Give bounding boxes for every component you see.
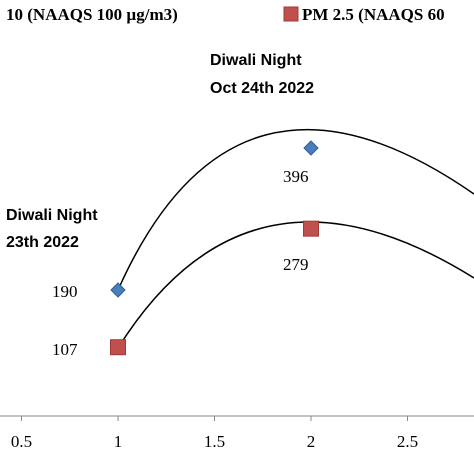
annotation-23th-line1: Diwali Night (6, 207, 98, 224)
legend-label-pm10: 10 (NAAQS 100 µg/m3) (6, 5, 178, 24)
legend: 10 (NAAQS 100 µg/m3) PM 2.5 (NAAQS 60 (6, 5, 445, 24)
x-tick-label: 0.5 (11, 432, 32, 451)
data-label-pm10-point2: 396 (283, 167, 309, 186)
data-label-pm25-point2: 279 (283, 255, 309, 274)
data-label-pm25-point1: 107 (52, 340, 78, 359)
x-tick-label: 1.5 (204, 432, 225, 451)
x-axis-ticks: 0.5 1 1.5 2 2.5 (11, 416, 418, 451)
annotation-oct24-line1: Diwali Night (210, 52, 302, 69)
legend-marker-pm25 (283, 6, 299, 22)
data-labels: 190 396 107 279 (52, 167, 309, 359)
annotation-23th: Diwali Night 23th 2022 (6, 207, 98, 251)
annotation-oct24: Diwali Night Oct 24th 2022 (210, 52, 314, 97)
data-markers (110, 140, 319, 356)
data-label-pm10-point1: 190 (52, 282, 78, 301)
pm10-marker-2 (303, 140, 319, 156)
pm25-marker-1 (110, 339, 126, 356)
legend-label-pm25: PM 2.5 (NAAQS 60 (302, 5, 445, 24)
annotation-oct24-line2: Oct 24th 2022 (210, 80, 314, 97)
x-tick-label: 2.5 (397, 432, 418, 451)
x-tick-label: 2 (307, 432, 316, 451)
pm10-marker-1 (110, 282, 126, 298)
trendline-pm25 (117, 221, 474, 349)
trendline-pm10 (117, 128, 474, 291)
x-tick-label: 1 (114, 432, 123, 451)
trendlines (117, 128, 474, 349)
annotation-23th-line2: 23th 2022 (6, 234, 79, 251)
pm25-marker-2 (303, 220, 319, 237)
